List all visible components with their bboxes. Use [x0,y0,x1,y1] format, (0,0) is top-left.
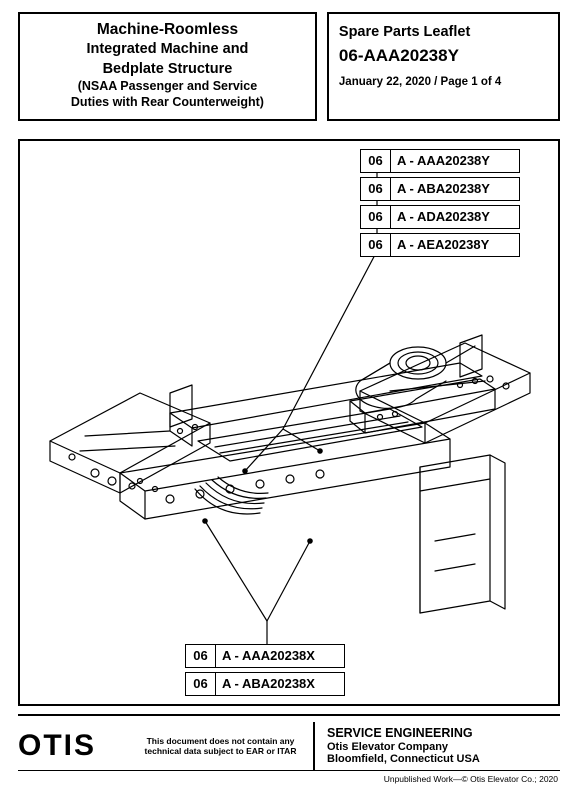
callout-part: A - AEA20238Y [391,234,519,256]
service-column: SERVICE ENGINEERING Otis Elevator Compan… [313,722,560,770]
leaflet-label: Spare Parts Leaflet [339,24,548,40]
disclaimer: This document does not contain any techn… [128,736,313,756]
callout-row: 06 A - AAA20238X [185,644,345,668]
footer-row: OTIS This document does not contain any … [18,714,560,770]
callout-part: A - AAA20238X [216,645,344,667]
title-line-1: Machine-Roomless [26,20,309,39]
callout-part: A - ABA20238Y [391,178,519,200]
callout-code: 06 [186,673,216,695]
callout-row: 06 A - ABA20238X [185,672,345,696]
callout-part: A - ADA20238Y [391,206,519,228]
disclaimer-l1: This document does not contain any [147,736,295,746]
callout-code: 06 [361,234,391,256]
callout-code: 06 [186,645,216,667]
callout-part: A - ABA20238X [216,673,344,695]
diagram-box: 06 A - AAA20238Y 06 A - ABA20238Y 06 A -… [18,139,560,706]
title-note-1: (NSAA Passenger and Service [26,79,309,95]
title-note-2: Duties with Rear Counterweight) [26,95,309,111]
title-line-3: Bedplate Structure [26,60,309,78]
title-line-2: Integrated Machine and [26,40,309,58]
leaflet-number: 06-AAA20238Y [339,46,548,66]
callout-stack-top: 06 A - AAA20238Y 06 A - ABA20238Y 06 A -… [360,149,520,257]
callout-row: 06 A - AEA20238Y [360,233,520,257]
otis-logo: OTIS [18,729,128,763]
leaflet-date-page: January 22, 2020 / Page 1 of 4 [339,76,548,88]
title-box: Machine-Roomless Integrated Machine and … [18,12,317,121]
callout-row: 06 A - ADA20238Y [360,205,520,229]
callout-row: 06 A - ABA20238Y [360,177,520,201]
callout-row: 06 A - AAA20238Y [360,149,520,173]
service-heading: SERVICE ENGINEERING [327,726,560,740]
callout-stack-bottom: 06 A - AAA20238X 06 A - ABA20238X [185,644,345,696]
disclaimer-l2: technical data subject to EAR or ITAR [145,746,297,756]
info-box: Spare Parts Leaflet 06-AAA20238Y January… [327,12,560,121]
copyright-line: Unpublished Work—© Otis Elevator Co.; 20… [18,770,560,784]
callout-code: 06 [361,150,391,172]
callout-part: A - AAA20238Y [391,150,519,172]
callout-code: 06 [361,178,391,200]
service-location: Bloomfield, Connecticut USA [327,753,560,765]
header-row: Machine-Roomless Integrated Machine and … [0,0,578,129]
service-company: Otis Elevator Company [327,741,560,753]
callout-code: 06 [361,206,391,228]
